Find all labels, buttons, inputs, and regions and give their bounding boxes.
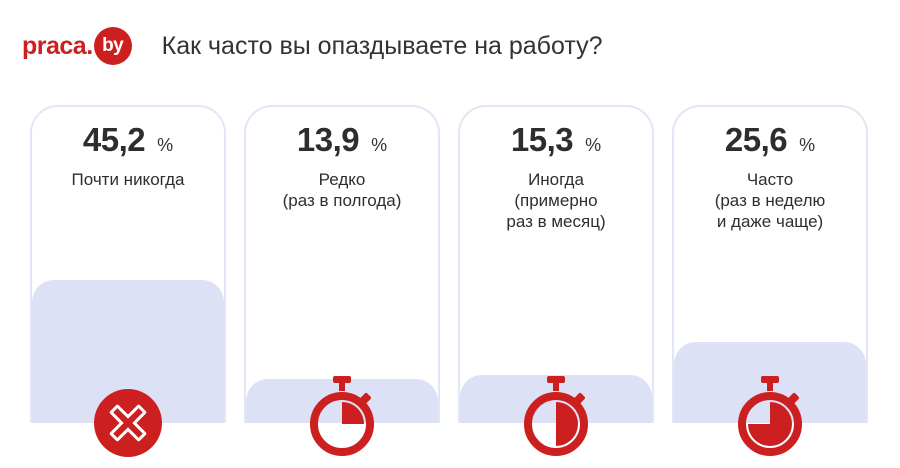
- value-label: 25,6: [724, 121, 788, 158]
- unit-label: %: [157, 135, 174, 155]
- bar-card: 15,3 % Иногда (примерно раз в месяц): [458, 105, 654, 423]
- unit-label: %: [799, 135, 816, 155]
- logo[interactable]: praca. by: [22, 27, 132, 65]
- stopwatch-quarter-icon: [310, 376, 374, 456]
- unit-label: %: [371, 135, 388, 155]
- header: praca. by Как часто вы опаздываете на ра…: [22, 22, 602, 70]
- bar-card: 25,6 % Часто (раз в неделю и даже чаще): [672, 105, 868, 423]
- category-label: Часто (раз в неделю и даже чаще): [714, 170, 826, 231]
- unit-label: %: [585, 135, 602, 155]
- value-label: 45,2: [82, 121, 146, 158]
- category-label: Почти никогда: [71, 170, 185, 189]
- value-label: 15,3: [510, 121, 574, 158]
- stopwatch-three-quarter-icon: [738, 376, 802, 456]
- category-label: Иногда (примерно раз в месяц): [506, 170, 606, 231]
- chart-title: Как часто вы опаздываете на работу?: [161, 31, 603, 60]
- bar-card: 13,9 % Редко (раз в полгода): [244, 105, 440, 423]
- value-label: 13,9: [296, 121, 360, 158]
- logo-text: praca.: [22, 31, 93, 60]
- cross-icon: [94, 389, 162, 457]
- stopwatch-half-icon: [524, 376, 588, 456]
- logo-badge: by: [93, 27, 132, 65]
- category-label: Редко (раз в полгода): [282, 170, 402, 210]
- bar-card: 45,2 % Почти никогда: [30, 105, 226, 423]
